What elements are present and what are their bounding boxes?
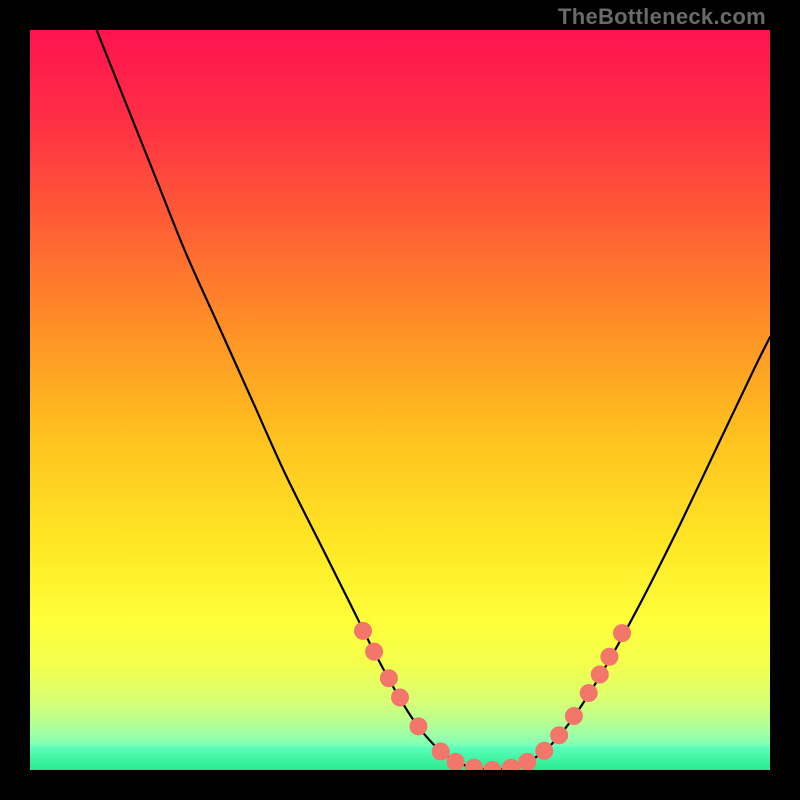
data-marker xyxy=(355,622,372,639)
data-marker xyxy=(410,718,427,735)
chart-frame: TheBottleneck.com xyxy=(0,0,800,800)
data-marker xyxy=(565,707,582,724)
data-marker xyxy=(366,643,383,660)
data-marker xyxy=(591,666,608,683)
data-marker xyxy=(380,670,397,687)
data-marker xyxy=(614,625,631,642)
plot-area xyxy=(30,30,770,770)
watermark-text: TheBottleneck.com xyxy=(558,4,766,30)
data-marker xyxy=(551,727,568,744)
data-marker xyxy=(392,689,409,706)
data-marker xyxy=(536,742,553,759)
data-marker xyxy=(580,685,597,702)
data-marker xyxy=(447,753,464,770)
green-band xyxy=(30,746,770,770)
data-marker xyxy=(432,743,449,760)
data-marker xyxy=(601,648,618,665)
bottleneck-curve-chart xyxy=(30,30,770,770)
data-marker xyxy=(519,753,536,770)
